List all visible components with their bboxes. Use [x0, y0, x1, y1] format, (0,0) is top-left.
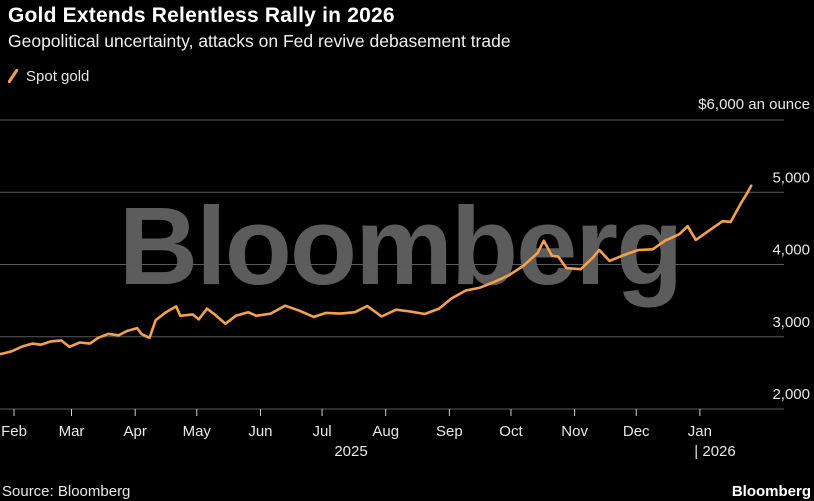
brand-logo: Bloomberg: [731, 483, 811, 500]
x-tick-label: Mar: [59, 423, 85, 440]
x-tick-label: Nov: [561, 423, 588, 440]
x-tick-label: May: [183, 423, 212, 440]
x-tick-label: Dec: [623, 423, 650, 440]
legend: Spot gold: [8, 66, 89, 86]
legend-label: Spot gold: [26, 67, 90, 85]
x-tick-label: Apr: [123, 423, 146, 440]
x-tick-label: Aug: [372, 423, 399, 440]
x-tick-label: Jan: [688, 423, 712, 440]
x-tick-label: Jul: [312, 423, 331, 440]
x-tick-label: Sep: [436, 423, 463, 440]
x-tick-label: Jun: [248, 423, 272, 440]
year-label: | 2026: [694, 443, 735, 460]
y-tick-label: 3,000: [772, 314, 810, 331]
y-axis-unit-label: $6,000 an ounce: [698, 96, 810, 113]
series-line-spot-gold: [0, 184, 753, 356]
y-tick-label: 2,000: [772, 386, 810, 403]
x-tick-label: Oct: [499, 423, 523, 440]
source-note: Source: Bloomberg: [2, 483, 131, 500]
y-tick-label: 5,000: [772, 169, 810, 186]
legend-swatch-icon: [8, 69, 18, 83]
chart-subtitle: Geopolitical uncertainty, attacks on Fed…: [8, 31, 511, 51]
chart-title: Gold Extends Relentless Rally in 2026: [8, 4, 395, 27]
y-tick-label: 4,000: [772, 242, 810, 259]
year-label: 2025: [334, 443, 367, 460]
x-tick-label: Feb: [1, 423, 27, 440]
bloomberg-watermark: Bloomberg: [119, 185, 682, 308]
